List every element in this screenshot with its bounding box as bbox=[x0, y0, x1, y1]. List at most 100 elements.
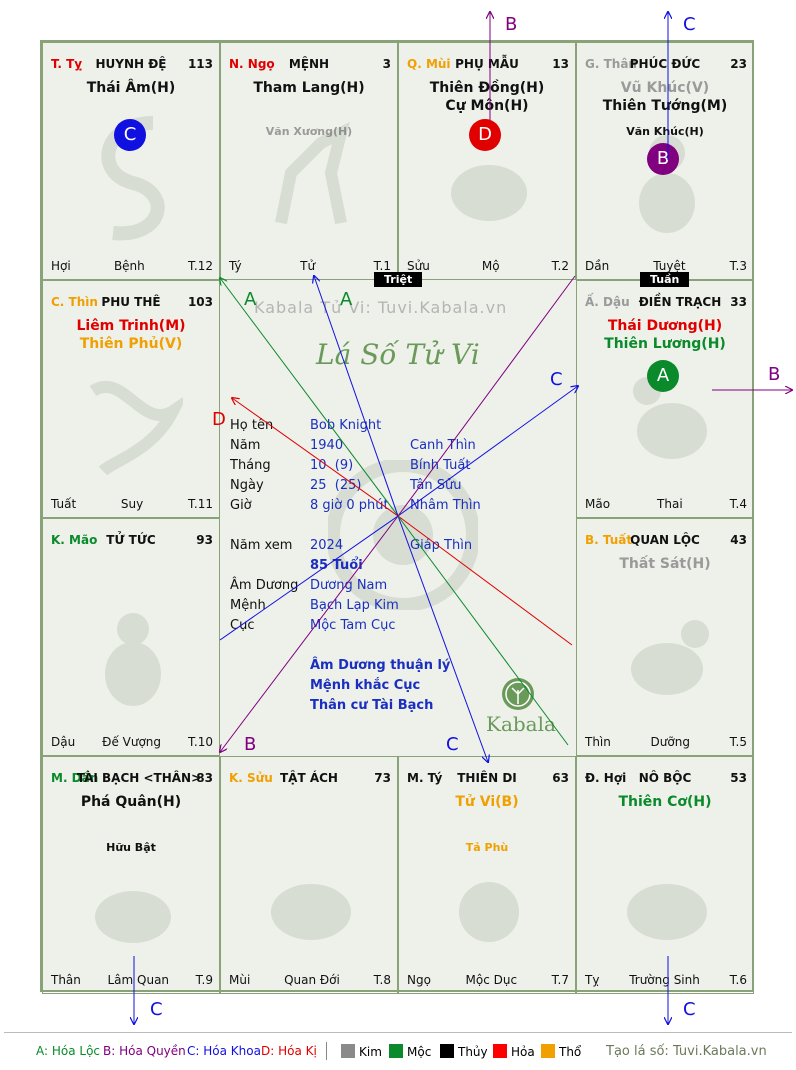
arrow-label-c: C bbox=[683, 14, 696, 35]
bagua-watermark-icon bbox=[328, 460, 478, 610]
dragon-zodiac-icon bbox=[89, 380, 183, 476]
arrow-label-a: A bbox=[244, 289, 257, 310]
can-chi: K. Sửu bbox=[229, 771, 273, 785]
palace-mui[interactable]: Q. Mùi PHỤ MẪU 13 Thiên Đồng(H) Cự Môn(H)… bbox=[398, 42, 576, 280]
can-chi: M. Dần bbox=[51, 771, 99, 785]
palace-name: PHÚC ĐỨC bbox=[629, 57, 701, 71]
month: T.9 bbox=[195, 973, 213, 987]
kabala-logo-text: Kabala bbox=[486, 712, 556, 736]
star: Liêm Trinh(M) bbox=[76, 318, 186, 334]
legend-hoa-ki: D: Hóa Kị bbox=[261, 1044, 317, 1058]
branch: Sửu bbox=[407, 259, 430, 273]
thuy-swatch bbox=[440, 1044, 454, 1058]
can-chi: T. Tỵ bbox=[51, 57, 83, 71]
tiger-zodiac-icon bbox=[95, 891, 171, 943]
value-year-canchi: Canh Thìn bbox=[410, 438, 476, 453]
can-chi: Đ. Hợi bbox=[585, 771, 627, 785]
rat-zodiac-icon bbox=[459, 882, 519, 942]
goat-zodiac-icon bbox=[451, 165, 527, 221]
star: Thái Âm(H) bbox=[86, 80, 176, 96]
star: Cự Môn(H) bbox=[445, 98, 529, 114]
palace-name: PHU THÊ bbox=[101, 295, 161, 309]
main-stars: Thiên Đồng(H) Cự Môn(H) bbox=[399, 79, 575, 115]
hoa-ki-badge: D bbox=[469, 119, 501, 151]
arrow-label-a: A bbox=[340, 289, 353, 310]
stage: Mộ bbox=[481, 259, 500, 273]
stage: Tử bbox=[300, 259, 316, 273]
palace-number: 113 bbox=[187, 57, 213, 71]
tho-swatch bbox=[541, 1044, 555, 1058]
palace-name: PHỤ MẪU bbox=[455, 57, 519, 71]
horse-zodiac-icon bbox=[275, 121, 350, 225]
branch: Tuất bbox=[51, 497, 77, 511]
star: Tham Lang(H) bbox=[253, 80, 365, 96]
kim-swatch bbox=[341, 1044, 355, 1058]
minor-star: Hữu Bật bbox=[106, 841, 156, 854]
star: Thất Sát(H) bbox=[619, 556, 711, 572]
legend-thuy: Thủy bbox=[440, 1044, 488, 1059]
palace-ngo[interactable]: N. Ngọ MỆNH 3 Tham Lang(H) Văn Xương(H) … bbox=[220, 42, 398, 280]
arrow-label-b: B bbox=[768, 364, 780, 385]
can-chi: C. Thìn bbox=[51, 295, 98, 309]
main-stars: Phá Quân(H) bbox=[43, 793, 219, 811]
star: Thiên Lương(H) bbox=[604, 336, 726, 352]
minor-star: Văn Khúc(H) bbox=[626, 125, 704, 138]
star: Phá Quân(H) bbox=[80, 794, 182, 810]
legend-separator bbox=[326, 1042, 327, 1060]
hoa-quyen-badge: B bbox=[647, 143, 679, 175]
legend-divider bbox=[4, 1032, 792, 1033]
can-chi: G. Thân bbox=[585, 57, 637, 71]
palace-dau[interactable]: Ấ. Dậu ĐIỀN TRẠCH 33 Thái Dương(H) Thiên … bbox=[576, 280, 754, 518]
can-chi: Ấ. Dậu bbox=[585, 295, 630, 309]
palace-ty-thien-di[interactable]: M. Tý THIÊN DI 63 Tử Vi(B) Tả Phù Ngọ Mộc… bbox=[398, 756, 576, 994]
palace-hoi[interactable]: Đ. Hợi NÔ BỘC 53 Thiên Cơ(H) Tỵ Trường Si… bbox=[576, 756, 754, 994]
palace-number: 33 bbox=[730, 295, 747, 309]
legend-hoa-quyen: B: Hóa Quyền bbox=[103, 1044, 186, 1058]
site-credit-link[interactable]: Tạo lá số: Tuvi.Kabala.vn bbox=[606, 1044, 767, 1059]
palace-name: HUYNH ĐỆ bbox=[95, 57, 167, 71]
legend-kim: Kim bbox=[341, 1044, 382, 1059]
main-stars: Tử Vi(B) bbox=[399, 793, 575, 811]
palace-name: NÔ BỘC bbox=[638, 771, 692, 785]
palace-number: 93 bbox=[196, 533, 213, 547]
palace-tuat[interactable]: B. Tuất QUAN LỘC 43 Thất Sát(H) Thìn Dưỡn… bbox=[576, 518, 754, 756]
arrow-label-d: D bbox=[212, 409, 226, 430]
stage: Mộc Dục bbox=[465, 973, 518, 987]
legend-tho: Thổ bbox=[541, 1044, 581, 1059]
palace-name: TỬ TỨC bbox=[106, 533, 156, 547]
month: T.5 bbox=[729, 735, 747, 749]
main-stars: Thiên Cơ(H) bbox=[577, 793, 753, 811]
palace-number: 43 bbox=[730, 533, 747, 547]
palace-name: ĐIỀN TRẠCH bbox=[638, 295, 722, 309]
branch: Dần bbox=[585, 259, 610, 273]
arrow-line bbox=[232, 398, 399, 517]
month: T.10 bbox=[187, 735, 213, 749]
palace-number: 23 bbox=[730, 57, 747, 71]
palace-name: MỆNH bbox=[288, 57, 330, 71]
value-am-duong: Dương Nam bbox=[310, 578, 388, 593]
palace-dan[interactable]: M. Dần TÀI BẠCH <THÂN> 83 Phá Quân(H) Hữ… bbox=[42, 756, 220, 994]
palace-suu[interactable]: K. Sửu TẬT ÁCH 73 Mùi Quan Đới T.8 bbox=[220, 756, 398, 994]
legend-moc: Mộc bbox=[389, 1044, 431, 1059]
hoa-khoa-badge: C bbox=[114, 119, 146, 151]
star: Thái Dương(H) bbox=[607, 318, 723, 334]
note: Âm Dương thuận lý bbox=[310, 658, 451, 673]
palace-name: THIÊN DI bbox=[457, 771, 517, 785]
stage: Bệnh bbox=[113, 259, 145, 273]
label-name: Họ tên bbox=[230, 418, 274, 433]
month: T.3 bbox=[729, 259, 747, 273]
arrow-line bbox=[397, 386, 578, 517]
triet-tag: Triệt bbox=[374, 272, 423, 287]
arrow-label-c: C bbox=[683, 999, 696, 1020]
palace-mao[interactable]: K. Mão TỬ TỨC 93 Dậu Đế Vượng T.10 bbox=[42, 518, 220, 756]
value-hour-canchi: Nhâm Thìn bbox=[410, 498, 481, 513]
label-year: Năm bbox=[230, 438, 261, 453]
value-age: 85 Tuổi bbox=[310, 558, 363, 573]
hoa-swatch bbox=[493, 1044, 507, 1058]
branch: Hợi bbox=[51, 259, 71, 273]
branch: Thìn bbox=[585, 735, 611, 749]
legend-hoa-khoa: C: Hóa Khoa bbox=[187, 1044, 261, 1058]
palace-thin[interactable]: C. Thìn PHU THÊ 103 Liêm Trinh(M) Thiên P… bbox=[42, 280, 220, 518]
can-chi: B. Tuất bbox=[585, 533, 633, 547]
value-view-year: 2024 bbox=[310, 538, 344, 553]
